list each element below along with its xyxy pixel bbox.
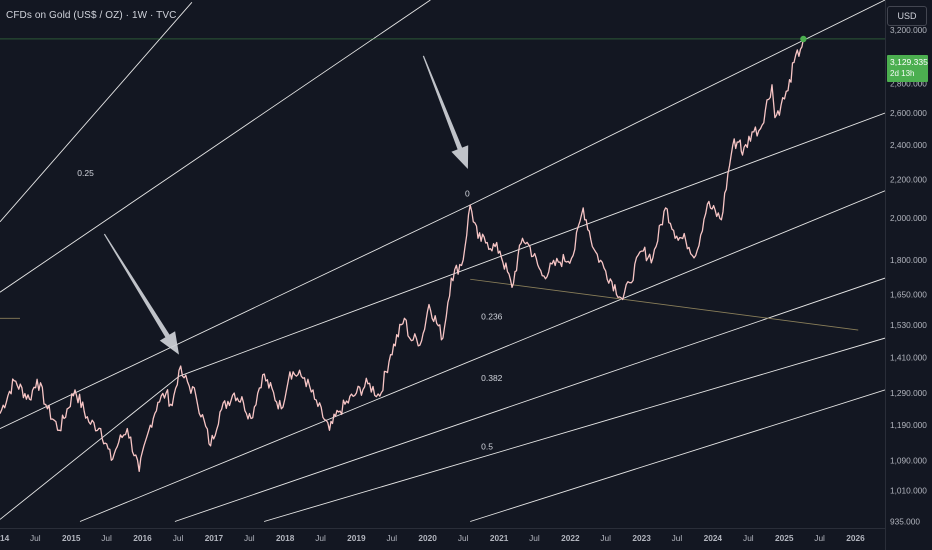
y-tick-label-10: 2,200.000 — [890, 175, 927, 185]
channel-line-2 — [0, 0, 885, 430]
fib-baseline — [470, 278, 859, 331]
y-tick-label-1: 1,010.000 — [890, 486, 927, 496]
y-tick-label-6: 1,530.000 — [890, 320, 927, 330]
current-price-tag: 3,129.335 2d 13h — [887, 55, 928, 82]
last-price-dot — [800, 35, 807, 43]
currency-button[interactable]: USD — [887, 6, 927, 26]
channel-line-4 — [79, 190, 885, 522]
x-tick-label-6: 2017 — [205, 533, 224, 543]
channel-line-1 — [0, 0, 431, 293]
x-tick-label-10: 2019 — [347, 533, 366, 543]
x-tick-label-16: 2022 — [561, 533, 580, 543]
x-tick-label-0: 2014 — [0, 533, 10, 543]
annotation-arrow-0 — [103, 233, 179, 355]
y-tick-label-3: 1,190.000 — [890, 420, 927, 430]
x-tick-label-17: Jul — [600, 533, 611, 543]
y-tick-label-12: 2,600.000 — [890, 108, 927, 118]
channel-line-5 — [174, 277, 885, 522]
x-tick-label-3: Jul — [101, 533, 112, 543]
y-tick-label-2: 1,090.000 — [890, 455, 927, 465]
fib-level-label-3: 0.382 — [481, 373, 503, 383]
channel-line-0 — [0, 2, 193, 223]
x-tick-label-5: Jul — [173, 533, 184, 543]
x-tick-label-18: 2023 — [632, 533, 651, 543]
y-tick-label-8: 1,800.000 — [890, 255, 927, 265]
x-tick-label-21: Jul — [743, 533, 754, 543]
x-tick-label-2: 2015 — [62, 533, 81, 543]
symbol-title: CFDs on Gold (US$ / OZ) · 1W · TVC — [6, 10, 177, 21]
current-price-value: 3,129.335 — [890, 57, 928, 67]
annotation-arrow-1 — [422, 55, 469, 169]
channel-line-6 — [263, 337, 885, 522]
bar-countdown: 2d 13h — [890, 69, 915, 78]
x-tick-label-23: Jul — [814, 533, 825, 543]
x-tick-label-8: 2018 — [276, 533, 295, 543]
fib-level-label-4: 0.5 — [481, 441, 493, 451]
x-tick-label-19: Jul — [672, 533, 683, 543]
y-tick-label-14: 3,200.000 — [890, 25, 927, 35]
x-tick-label-13: Jul — [458, 533, 469, 543]
x-tick-label-12: 2020 — [418, 533, 437, 543]
x-tick-label-9: Jul — [315, 533, 326, 543]
x-tick-label-1: Jul — [30, 533, 41, 543]
price-series-line — [0, 38, 805, 473]
y-tick-label-0: 935.000 — [890, 517, 920, 527]
fib-level-label-1: 0 — [465, 188, 470, 198]
channel-line-7 — [470, 389, 885, 522]
x-tick-label-22: 2025 — [775, 533, 794, 543]
x-tick-label-15: Jul — [529, 533, 540, 543]
y-tick-label-5: 1,410.000 — [890, 352, 927, 362]
y-tick-label-11: 2,400.000 — [890, 140, 927, 150]
channel-line-3 — [0, 112, 885, 520]
y-tick-label-4: 1,290.000 — [890, 388, 927, 398]
x-tick-label-20: 2024 — [704, 533, 723, 543]
x-tick-label-14: 2021 — [490, 533, 509, 543]
y-tick-label-7: 1,650.000 — [890, 290, 927, 300]
x-tick-label-4: 2016 — [133, 533, 152, 543]
fib-level-label-2: 0.236 — [481, 312, 503, 322]
x-tick-label-7: Jul — [244, 533, 255, 543]
x-tick-label-11: Jul — [386, 533, 397, 543]
x-tick-label-24: 2026 — [846, 533, 865, 543]
fib-level-label-0: 0.25 — [77, 168, 94, 178]
y-tick-label-9: 2,000.000 — [890, 213, 927, 223]
y-tick-label-13: 2,800.000 — [890, 78, 927, 88]
